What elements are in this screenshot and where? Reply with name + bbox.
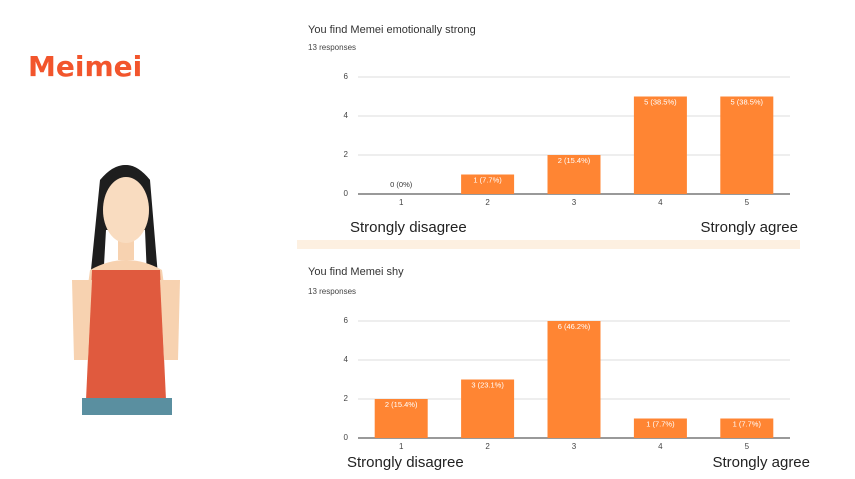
separator (297, 240, 800, 249)
bar (374, 399, 428, 438)
x-tick-label: 3 (572, 198, 577, 207)
bar (547, 321, 601, 438)
chart-subtitle: 13 responses (308, 287, 356, 296)
x-tick-label: 2 (485, 198, 490, 207)
x-tick-label: 5 (745, 442, 750, 451)
y-tick-label: 2 (344, 394, 349, 403)
value-label: 1 (7.7%) (473, 175, 502, 184)
bar (547, 155, 601, 194)
bar (633, 418, 687, 438)
y-tick-label: 4 (344, 355, 349, 364)
bar (461, 174, 515, 194)
scale-label: Strongly agree (712, 454, 810, 471)
bar (461, 379, 515, 438)
x-tick-label: 4 (658, 198, 663, 207)
y-tick-label: 6 (344, 72, 349, 81)
value-label: 3 (23.1%) (471, 380, 504, 389)
y-tick-label: 0 (344, 189, 349, 198)
x-tick-label: 2 (485, 442, 490, 451)
value-label: 1 (7.7%) (646, 419, 675, 428)
scale-label: Strongly agree (700, 219, 798, 236)
value-label: 5 (38.5%) (644, 97, 677, 106)
x-tick-label: 1 (399, 442, 404, 451)
scale-label: Strongly disagree (350, 219, 467, 236)
chart-title: You find Memei emotionally strong (308, 24, 476, 36)
bar (720, 96, 774, 194)
x-tick-label: 3 (572, 442, 577, 451)
scale-label: Strongly disagree (347, 454, 464, 471)
x-tick-label: 1 (399, 198, 404, 207)
bar (633, 96, 687, 194)
chart-title: You find Memei shy (308, 266, 404, 278)
y-tick-label: 6 (344, 316, 349, 325)
x-tick-label: 5 (745, 198, 750, 207)
y-tick-label: 2 (344, 150, 349, 159)
heading: Meimei (28, 50, 142, 83)
illustration (72, 165, 180, 415)
value-label: 0 (0%) (390, 180, 413, 189)
y-tick-label: 0 (344, 433, 349, 442)
value-label: 2 (15.4%) (385, 400, 418, 409)
bar (720, 418, 774, 438)
value-label: 6 (46.2%) (558, 322, 591, 331)
x-tick-label: 4 (658, 442, 663, 451)
chart-subtitle: 13 responses (308, 43, 356, 52)
y-tick-label: 4 (344, 111, 349, 120)
value-label: 1 (7.7%) (733, 419, 762, 428)
value-label: 2 (15.4%) (558, 156, 591, 165)
value-label: 5 (38.5%) (731, 97, 764, 106)
